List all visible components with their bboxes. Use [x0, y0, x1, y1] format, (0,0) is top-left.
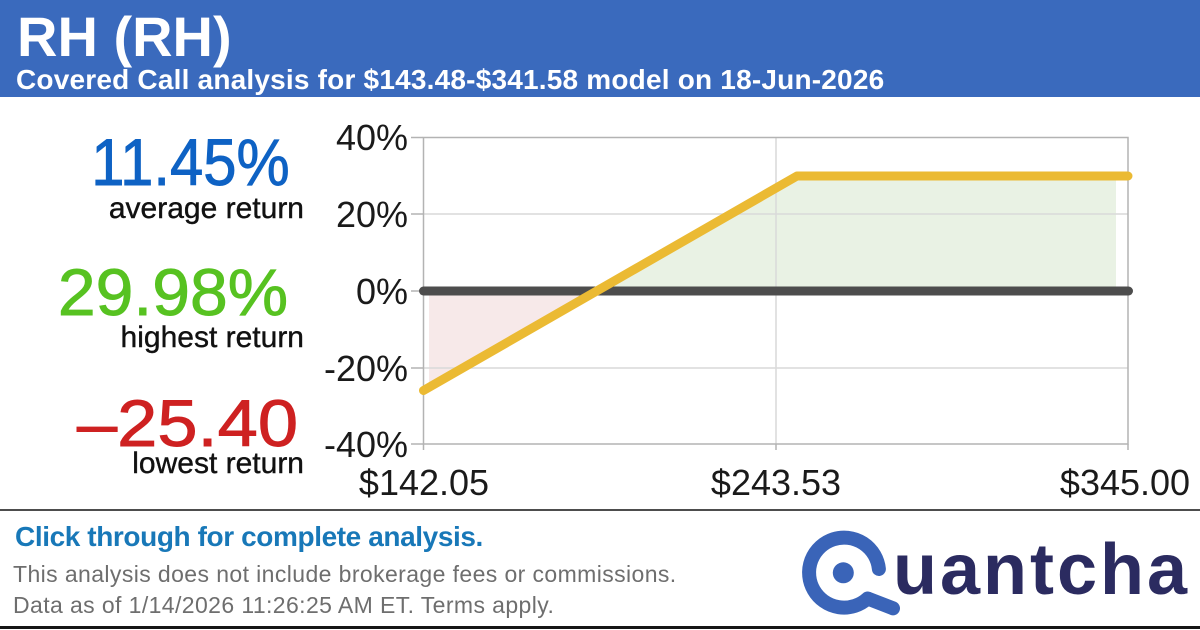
svg-text:0%: 0% [356, 271, 408, 312]
svg-text:40%: 40% [336, 117, 408, 158]
svg-text:-20%: -20% [324, 348, 408, 389]
svg-text:uantcha: uantcha [893, 530, 1190, 610]
svg-text:$243.53: $243.53 [711, 462, 841, 503]
svg-text:$345.00: $345.00 [1060, 462, 1190, 503]
svg-text:$142.05: $142.05 [359, 462, 489, 503]
svg-text:20%: 20% [336, 194, 408, 235]
svg-text:-40%: -40% [324, 424, 408, 465]
